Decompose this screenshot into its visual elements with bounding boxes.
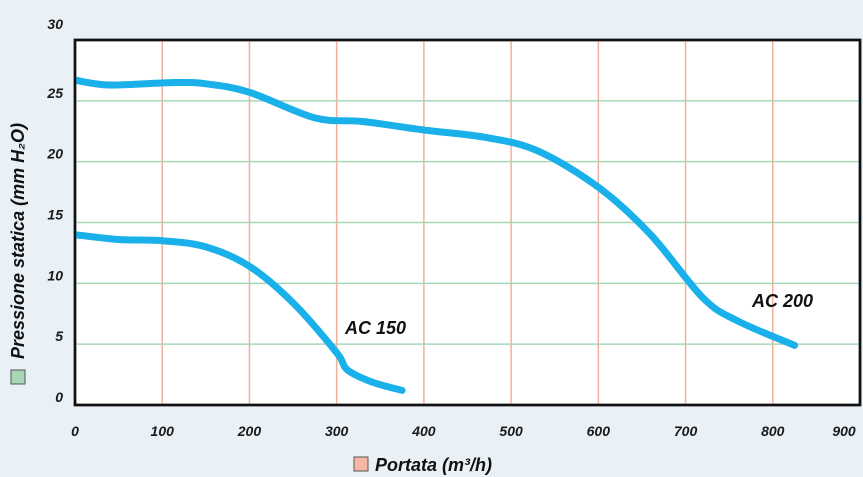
y-tick-label: 20 (46, 146, 63, 162)
x-tick-label: 800 (761, 423, 785, 439)
series-label-ac150: AC 150 (344, 318, 406, 338)
series-line-ac-150 (75, 231, 406, 394)
y-axis-legend-swatch (10, 369, 26, 385)
series-line-ac-200 (75, 76, 799, 349)
y-axis-ticks: 0 5 10 15 20 25 30 (46, 16, 63, 405)
x-axis-legend-swatch (353, 456, 369, 472)
x-tick-label: 700 (674, 423, 698, 439)
x-tick-label: 400 (411, 423, 436, 439)
x-tick-label: 300 (325, 423, 349, 439)
grid (75, 40, 860, 405)
y-tick-label: 0 (55, 389, 63, 405)
x-axis-ticks: 0 100 200 300 400 500 600 700 800 900 (71, 423, 856, 439)
x-tick-label: 0 (71, 423, 79, 439)
series-layer (75, 76, 799, 394)
plot-frame (73, 38, 862, 407)
y-tick-label: 25 (46, 85, 63, 101)
x-tick-label: 200 (237, 423, 262, 439)
y-tick-label: 15 (47, 207, 63, 223)
y-axis-title: Pressione statica (mm H₂O) (8, 123, 28, 359)
y-tick-label: 5 (55, 328, 63, 344)
x-tick-label: 500 (499, 423, 523, 439)
x-tick-label: 900 (832, 423, 856, 439)
x-axis-title: Portata (m³/h) (375, 455, 492, 475)
x-tick-label: 100 (151, 423, 175, 439)
x-tick-label: 600 (587, 423, 611, 439)
y-tick-label: 30 (47, 16, 63, 32)
series-label-ac200: AC 200 (751, 291, 813, 311)
y-tick-label: 10 (47, 267, 63, 283)
